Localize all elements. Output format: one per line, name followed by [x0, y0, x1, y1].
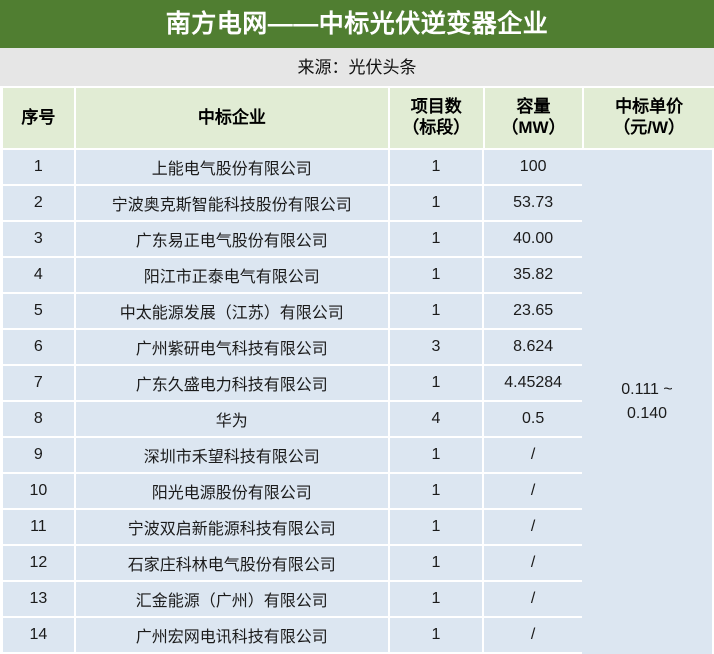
- cell-company: 宁波奥克斯智能科技股份有限公司: [75, 186, 388, 220]
- column-header-capacity: 容量 （MW）: [484, 88, 583, 148]
- price-range-line2: 0.140: [626, 405, 668, 422]
- source-label: 来源：光伏头条: [297, 57, 417, 77]
- cell-company: 华为: [75, 402, 388, 436]
- cell-index: 14: [3, 618, 74, 652]
- cell-capacity: /: [484, 546, 582, 580]
- cell-index: 1: [3, 150, 74, 184]
- cell-projects: 1: [389, 150, 483, 184]
- table-row[interactable]: 9 深圳市禾望科技有限公司 1/: [3, 438, 582, 472]
- cell-projects: 1: [389, 438, 483, 472]
- cell-index: 7: [3, 366, 74, 400]
- column-header-price-line1: 中标单价: [615, 97, 684, 117]
- cell-company: 宁波双启新能源科技有限公司: [75, 510, 388, 544]
- cell-index: 12: [3, 546, 74, 580]
- cell-capacity: /: [484, 510, 582, 544]
- cell-capacity: 100: [484, 150, 582, 184]
- cell-index: 8: [3, 402, 74, 436]
- column-header-price-line2: （元/W）: [613, 118, 686, 137]
- column-header-price: 中标单价 （元/W）: [584, 88, 714, 148]
- table-body: 1 上能电气股份有限公司 1 100 2 宁波奥克斯智能科技股份有限公司 1 53.73 3 广东…: [3, 150, 714, 654]
- cell-company: 汇金能源（广州）有限公司: [75, 582, 388, 616]
- cell-projects: 1: [389, 474, 483, 508]
- cell-index: 13: [3, 582, 74, 616]
- cell-index: 4: [3, 258, 74, 292]
- cell-capacity: 8.624: [484, 330, 582, 364]
- table-row[interactable]: 8 华为 4 0.5: [3, 402, 582, 436]
- cell-capacity: 35.82: [484, 258, 582, 292]
- cell-projects: 1: [389, 510, 483, 544]
- cell-capacity: 40.00: [484, 222, 582, 256]
- cell-capacity: /: [484, 582, 582, 616]
- cell-capacity: /: [484, 438, 582, 472]
- cell-index: 9: [3, 438, 74, 472]
- cell-company: 广东久盛电力科技有限公司: [75, 366, 388, 400]
- cell-projects: 4: [389, 402, 483, 436]
- cell-company: 中太能源发展（江苏）有限公司: [75, 294, 388, 328]
- cell-company: 阳江市正泰电气有限公司: [75, 258, 388, 292]
- table-row[interactable]: 3 广东易正电气股份有限公司 1 40.00: [3, 222, 582, 256]
- table-row[interactable]: 10 阳光电源股份有限公司 1/: [3, 474, 582, 508]
- table-row[interactable]: 12 石家庄科林电气股份有限公司 1/: [3, 546, 582, 580]
- cell-company: 阳光电源股份有限公司: [75, 474, 388, 508]
- cell-capacity: /: [484, 474, 582, 508]
- cell-projects: 1: [389, 186, 483, 220]
- cell-projects: 1: [389, 294, 483, 328]
- cell-index: 2: [3, 186, 74, 220]
- table-row[interactable]: 6 广州紫研电气科技有限公司 3 8.624: [3, 330, 582, 364]
- data-table: 序号 中标企业 项目数 （标段） 容量 （MW） 中标单价 （元/W） 1 上能电…: [0, 88, 714, 654]
- cell-projects: 1: [389, 258, 483, 292]
- cell-projects: 1: [389, 546, 483, 580]
- column-header-capacity-line2: （MW）: [501, 118, 566, 137]
- table-row[interactable]: 14 广州宏网电讯科技有限公司 1/: [3, 618, 582, 652]
- price-merged-cell: 0.111 ~ 0.140: [582, 150, 712, 654]
- column-header-company-line1: 中标企业: [197, 107, 266, 127]
- cell-company: 广州紫研电气科技有限公司: [75, 330, 388, 364]
- table-row[interactable]: 13 汇金能源（广州）有限公司 1/: [3, 582, 582, 616]
- column-header-projects-line1: 项目数: [410, 97, 462, 117]
- cell-index: 3: [3, 222, 74, 256]
- column-header-projects: 项目数 （标段）: [389, 88, 483, 148]
- table-row[interactable]: 2 宁波奥克斯智能科技股份有限公司 1 53.73: [3, 186, 582, 220]
- cell-projects: 1: [389, 582, 483, 616]
- cell-company: 广东易正电气股份有限公司: [75, 222, 388, 256]
- column-header-index-line1: 序号: [21, 107, 56, 127]
- table-row[interactable]: 5 中太能源发展（江苏）有限公司 1 23.65: [3, 294, 582, 328]
- cell-capacity: 4.45284: [484, 366, 582, 400]
- column-header-company: 中标企业: [75, 88, 388, 148]
- table-row[interactable]: 4 阳江市正泰电气有限公司 1 35.82: [3, 258, 582, 292]
- cell-capacity: 53.73: [484, 186, 582, 220]
- column-header-capacity-line1: 容量: [516, 97, 551, 117]
- cell-index: 11: [3, 510, 74, 544]
- cell-company: 上能电气股份有限公司: [75, 150, 388, 184]
- cell-index: 5: [3, 294, 74, 328]
- cell-index: 10: [3, 474, 74, 508]
- table-rows-container: 1 上能电气股份有限公司 1 100 2 宁波奥克斯智能科技股份有限公司 1 53.73 3 广东…: [3, 150, 582, 654]
- table-header-row: 序号 中标企业 项目数 （标段） 容量 （MW） 中标单价 （元/W）: [3, 88, 714, 148]
- cell-capacity: /: [484, 618, 582, 652]
- cell-projects: 3: [389, 330, 483, 364]
- page-title: 南方电网——中标光伏逆变器企业: [165, 9, 549, 38]
- cell-projects: 1: [389, 618, 483, 652]
- cell-company: 深圳市禾望科技有限公司: [75, 438, 388, 472]
- cell-projects: 1: [389, 366, 483, 400]
- cell-company: 石家庄科林电气股份有限公司: [75, 546, 388, 580]
- table-row[interactable]: 7 广东久盛电力科技有限公司 1 4.45284: [3, 366, 582, 400]
- source-bar: 来源：光伏头条: [0, 48, 714, 88]
- column-header-projects-line2: （标段）: [402, 118, 471, 137]
- cell-capacity: 23.65: [484, 294, 582, 328]
- table-row[interactable]: 1 上能电气股份有限公司 1 100: [3, 150, 582, 184]
- cell-capacity: 0.5: [484, 402, 582, 436]
- cell-projects: 1: [389, 222, 483, 256]
- cell-company: 广州宏网电讯科技有限公司: [75, 618, 388, 652]
- cell-index: 6: [3, 330, 74, 364]
- price-range-line1: 0.111 ~: [621, 381, 673, 398]
- table-row[interactable]: 11 宁波双启新能源科技有限公司 1/: [3, 510, 582, 544]
- title-bar: 南方电网——中标光伏逆变器企业: [0, 0, 714, 48]
- column-header-index: 序号: [3, 88, 74, 148]
